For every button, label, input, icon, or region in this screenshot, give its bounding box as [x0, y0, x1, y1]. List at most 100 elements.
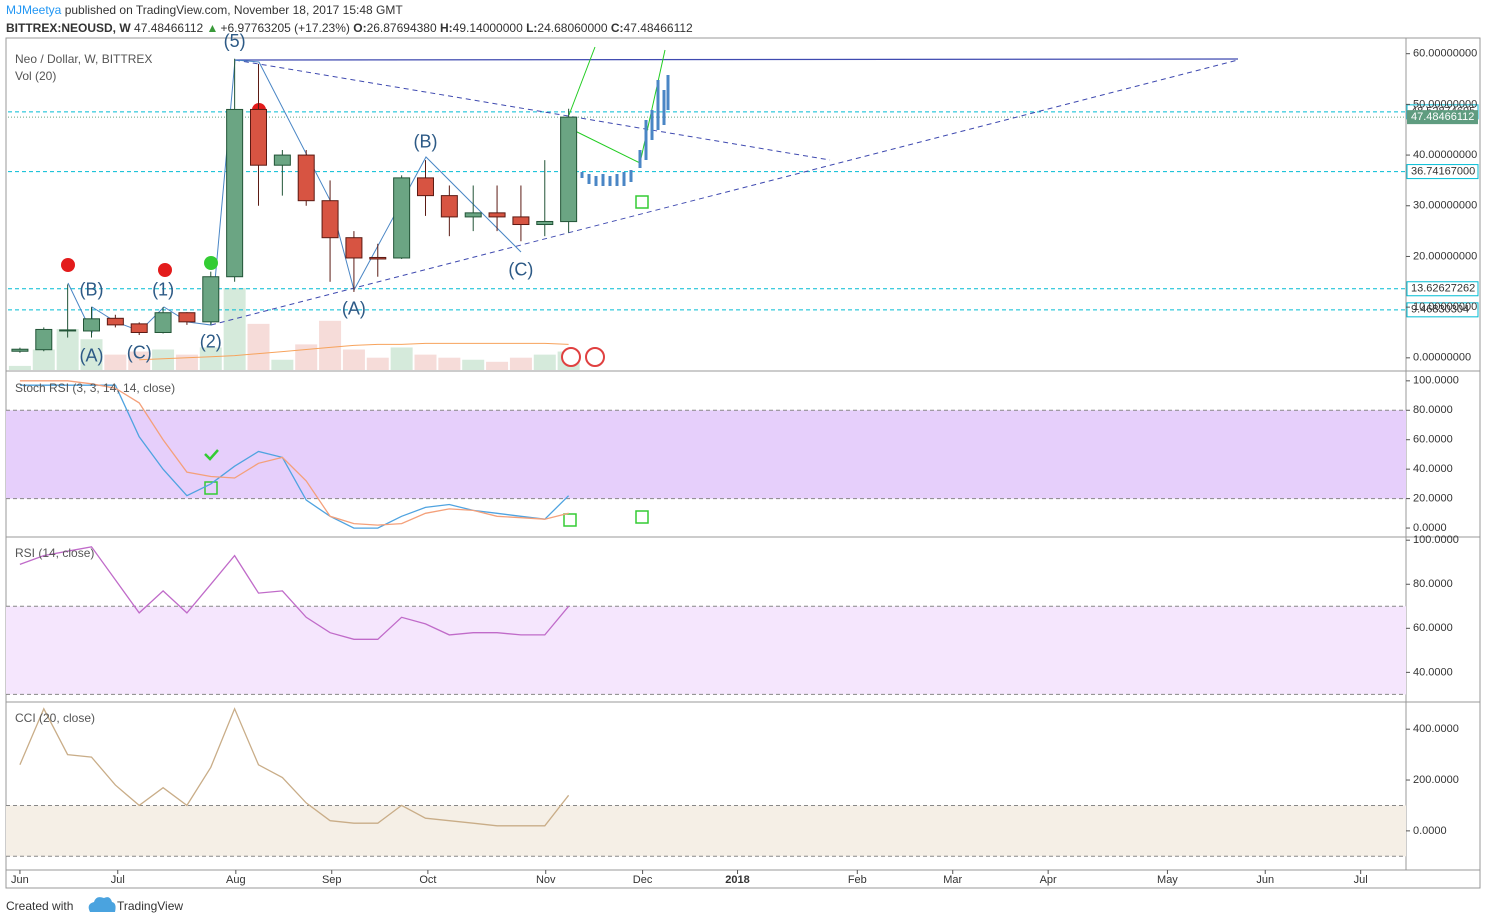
projection-arrow	[568, 49, 666, 164]
volume-bar	[295, 344, 318, 370]
candle-body	[488, 212, 506, 218]
volume-bar	[271, 359, 294, 370]
candle-body	[560, 116, 578, 223]
high-label: H:	[440, 21, 453, 35]
volume-bar	[462, 359, 485, 370]
low-label: L:	[526, 21, 537, 35]
y-tick-label: 80.0000	[1413, 404, 1453, 416]
y-tick-label: 60.0000	[1413, 434, 1453, 446]
y-tick-label: 20.00000000	[1413, 250, 1477, 262]
volume-bar	[152, 349, 175, 370]
x-tick-label: Aug	[226, 874, 246, 886]
volume-bar	[223, 288, 246, 370]
candle-body	[297, 154, 315, 202]
symbol: BITTREX:NEOUSD, W	[6, 21, 131, 35]
volume-title: Vol (20)	[15, 69, 56, 83]
change: +6.97763205 (+17.23%)	[220, 21, 349, 35]
candle-body	[130, 323, 148, 333]
y-tick-label: 10.00000000	[1413, 301, 1477, 313]
y-tick-label: 100.0000	[1413, 375, 1459, 387]
y-tick-label: 0.0000	[1413, 825, 1447, 837]
candle-body	[464, 212, 482, 218]
published: published on TradingView.com, November 1…	[65, 3, 404, 17]
x-tick-label: Oct	[419, 874, 436, 886]
y-tick-label: 0.0000	[1413, 522, 1447, 534]
wave-label: (C)	[508, 259, 533, 279]
candle-body	[154, 312, 172, 333]
candle-body	[226, 108, 244, 278]
x-tick-label: Jun	[1256, 874, 1274, 886]
price-label-box	[1406, 302, 1479, 318]
wave-label: (A)	[79, 346, 103, 366]
cci-title: CCI (20, close)	[15, 711, 95, 725]
candle-body	[440, 195, 458, 218]
wave-label: (2)	[200, 331, 222, 351]
wave-path	[67, 59, 522, 334]
volume-bar	[486, 361, 509, 370]
high: 49.14000000	[453, 21, 523, 35]
trend-line	[210, 59, 1239, 326]
x-tick-label: Jul	[111, 874, 125, 886]
volume-bar	[56, 329, 79, 370]
volume-ma	[139, 342, 569, 361]
author[interactable]: MJMeetya	[6, 3, 62, 17]
candle-body	[106, 317, 124, 326]
y-tick-label: 60.00000000	[1413, 48, 1477, 60]
open: 26.87694380	[367, 21, 437, 35]
x-tick-label: Apr	[1040, 874, 1057, 886]
candle-body	[345, 237, 363, 259]
y-tick-label: 30.00000000	[1413, 200, 1477, 212]
y-tick-label: 80.0000	[1413, 578, 1453, 590]
rsi-title: RSI (14, close)	[15, 546, 94, 560]
volume-bar	[533, 354, 556, 370]
footer-brand[interactable]: TradingView	[117, 899, 183, 913]
data-layer: 48.5287469536.7416700013.626272629.46830…	[11, 31, 1479, 886]
band	[6, 805, 1406, 857]
volume-bar	[342, 349, 365, 370]
candle-body	[369, 256, 387, 260]
price-label: 9.46830304	[1411, 304, 1469, 316]
projected-bars	[580, 75, 670, 186]
trend-line	[234, 59, 831, 161]
volume-bar	[390, 347, 413, 370]
price-label-box	[1406, 281, 1479, 297]
last-price-box	[1407, 110, 1478, 125]
volume-bar	[414, 354, 437, 370]
tradingview-logo[interactable]	[88, 897, 116, 912]
x-tick-label: Mar	[943, 874, 962, 886]
price-label: 13.62627262	[1411, 283, 1475, 295]
x-tick-label: Jul	[1354, 874, 1368, 886]
band	[6, 410, 1406, 499]
y-tick-label: 20.0000	[1413, 493, 1453, 505]
last: 47.48466112	[134, 21, 204, 35]
volume-bar	[80, 339, 103, 370]
volume-bar	[128, 351, 151, 370]
indicator-line	[19, 707, 570, 827]
drawings	[61, 46, 1239, 527]
y-tick-label: 50.00000000	[1413, 98, 1477, 110]
stoch-title: Stoch RSI (3, 3, 14, 14, close)	[15, 381, 175, 395]
candle-body	[393, 177, 411, 259]
y-tick-label: 0.00000000	[1413, 352, 1471, 364]
wave-label: (B)	[79, 280, 103, 300]
close-label: C:	[611, 21, 624, 35]
low: 24.68060000	[537, 21, 607, 35]
wave-label: (1)	[152, 280, 174, 300]
projection-arrow	[568, 46, 596, 116]
candle-body	[202, 276, 220, 323]
wave-label: (C)	[127, 343, 152, 363]
price-label-box	[1406, 164, 1479, 180]
x-tick-label: Sep	[322, 874, 342, 886]
y-tick-label: 40.0000	[1413, 666, 1453, 678]
wave-label: (5)	[224, 31, 246, 51]
arrow: ▲	[207, 21, 219, 35]
candle-body	[35, 328, 53, 351]
y-tick-label: 400.0000	[1413, 723, 1459, 735]
volume-bar	[319, 320, 342, 370]
y-tick-label: 200.0000	[1413, 774, 1459, 786]
volume-bar	[8, 365, 31, 370]
candle-body	[249, 108, 267, 166]
x-tick-label: 2018	[725, 874, 749, 886]
volume-bar	[104, 354, 127, 370]
